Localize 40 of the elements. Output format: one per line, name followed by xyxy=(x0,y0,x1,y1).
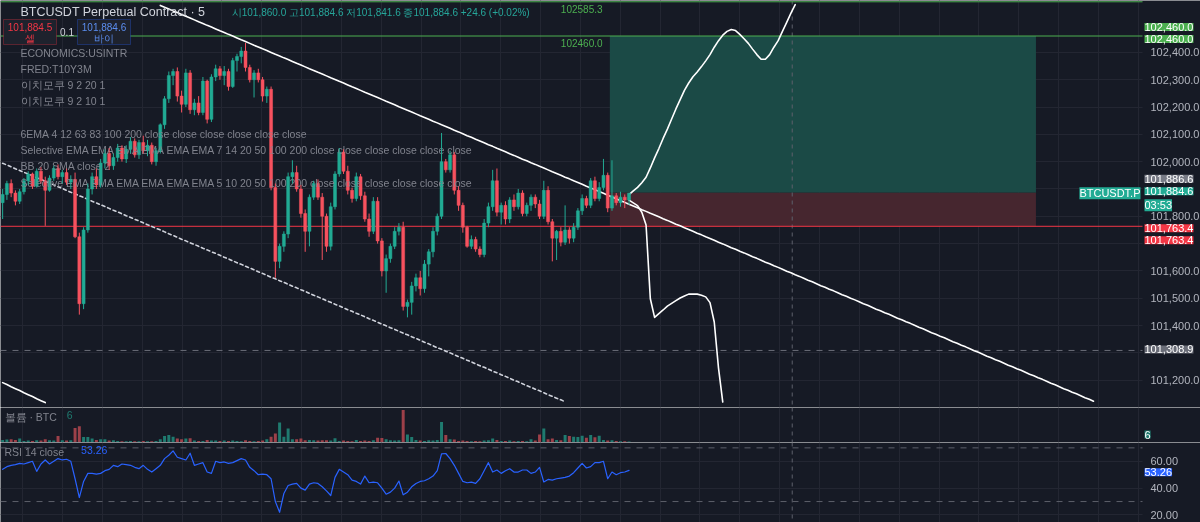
y-tick-label: 102,400.0 xyxy=(1150,46,1200,59)
annotation: 이치모쿠 9 2 20 1 xyxy=(20,79,106,91)
annotation: BTCUSDT.P xyxy=(1079,187,1141,200)
annotation: 101,884.6 xyxy=(81,21,127,33)
text: 101,763.4 xyxy=(1144,234,1194,247)
ref-line-label: 101,308.9 xyxy=(1144,343,1194,356)
annotation: 6 xyxy=(66,408,73,421)
text: 101,884.6 xyxy=(1144,185,1194,198)
y-tick-label: 101,200.0 xyxy=(1150,374,1200,387)
y-tick-label: 102,300.0 xyxy=(1150,73,1200,86)
annotation: 102585.3 xyxy=(560,3,603,15)
y-tick-label: 102,100.0 xyxy=(1150,128,1200,141)
y-tick-label: 60.00 xyxy=(1150,455,1179,468)
annotation: ECONOMICS:USINTR xyxy=(20,46,128,59)
annotation: 바이 xyxy=(94,32,114,44)
y-tick-label: 40.00 xyxy=(1150,482,1179,495)
ref-line-label: 102,460.0 xyxy=(1144,21,1194,34)
y-tick-label: 102,200.0 xyxy=(1150,101,1200,114)
y-tick-label: 101,400.0 xyxy=(1150,319,1200,332)
text: 53.26 xyxy=(1144,466,1173,479)
y-tick-label: 20.00 xyxy=(1150,508,1179,521)
annotation: 53.26 xyxy=(81,443,108,456)
text: 101,886.6 xyxy=(1144,172,1194,185)
y-tick-label: 101,500.0 xyxy=(1150,292,1200,305)
annotation: 101,884.5 xyxy=(7,21,53,33)
ref-line-label: 101,763.4 xyxy=(1144,222,1194,235)
annotation: 셀 xyxy=(25,32,35,44)
text: 102,460.0 xyxy=(1144,33,1194,46)
annotation: 0.1 xyxy=(60,26,75,38)
chart-title: RSI 14 close xyxy=(4,445,65,458)
annotation: 102460.0 xyxy=(560,38,603,50)
text: 시101,860.0 고101,884.6 저101,841.6 종101,884.6 +24.6 (+0.02%) xyxy=(231,6,530,18)
text: 03:53 xyxy=(1144,199,1173,212)
text: 6 xyxy=(1144,428,1151,441)
chart-title: 볼륨 · BTC xyxy=(4,410,58,423)
y-tick-label: 102,000.0 xyxy=(1150,155,1200,168)
y-tick-label: 101,600.0 xyxy=(1150,264,1200,277)
annotation: 이치모쿠 9 2 10 1 xyxy=(20,95,106,108)
y-tick-label: 101,800.0 xyxy=(1150,210,1200,223)
annotation: FRED:T10Y3M xyxy=(20,62,92,75)
